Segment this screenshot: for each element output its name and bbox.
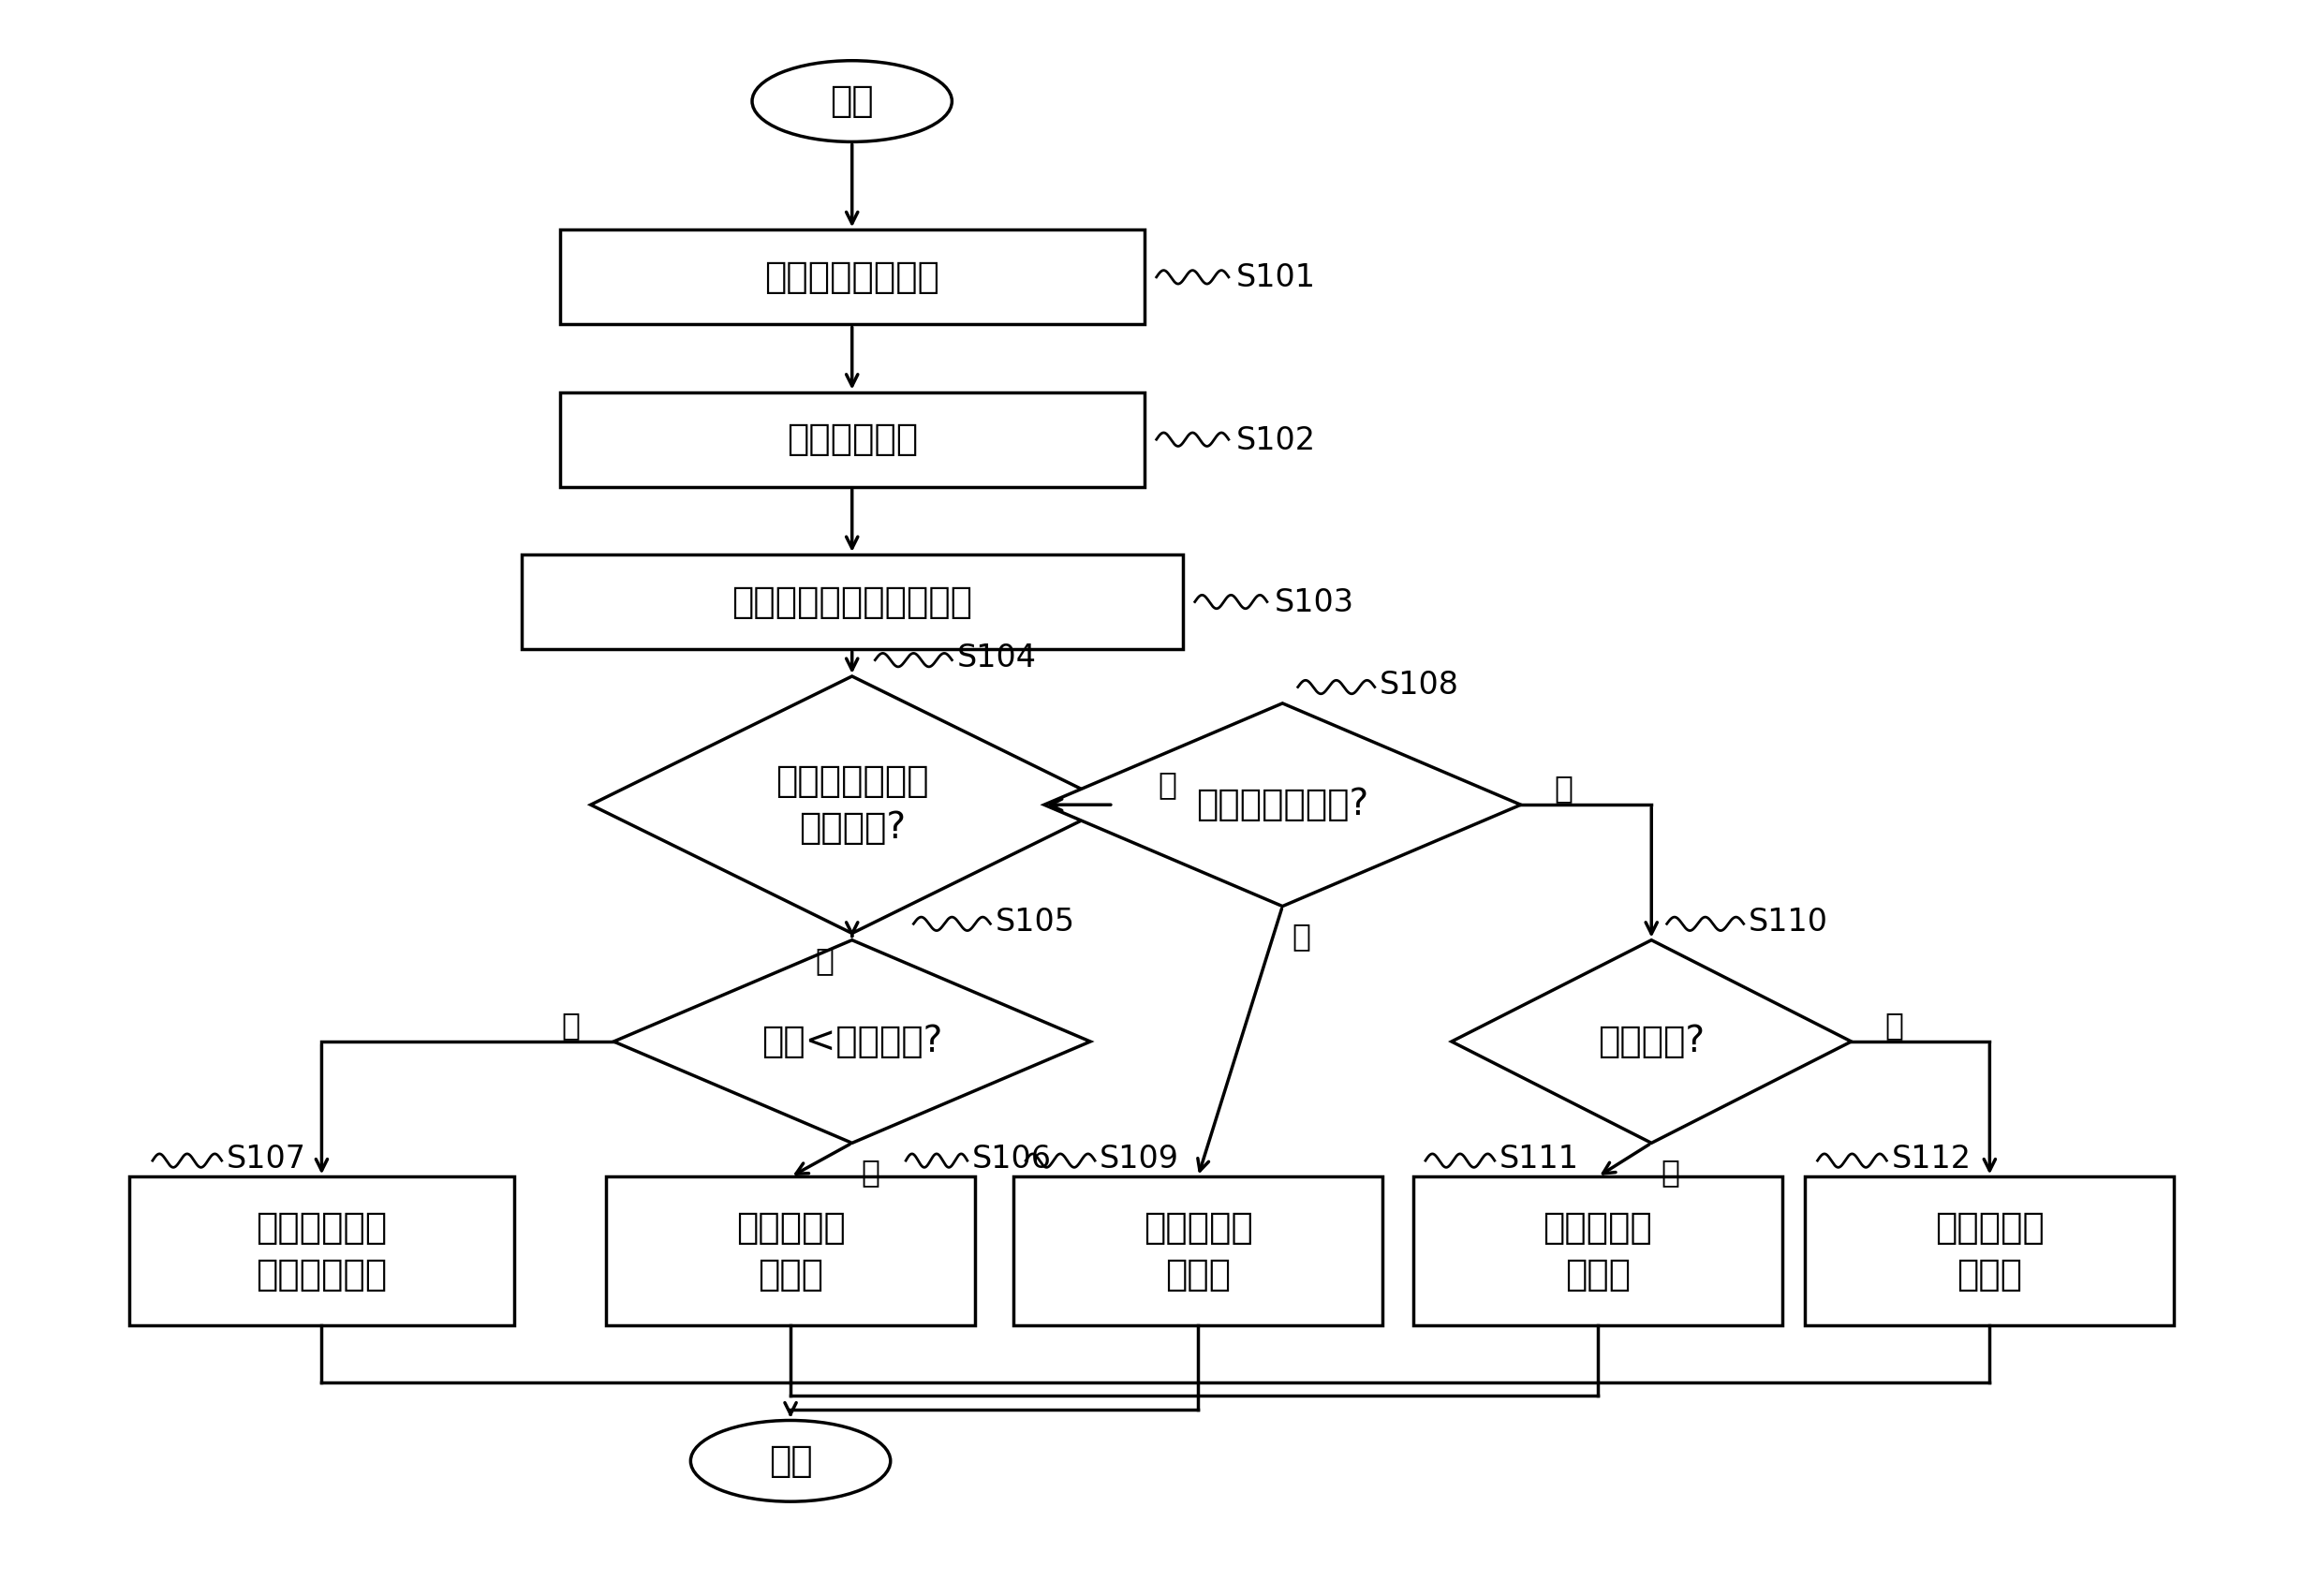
Text: 判定为稳定
的状态: 判定为稳定 的状态 xyxy=(735,1210,844,1293)
Bar xyxy=(130,1176,515,1326)
Text: 否: 否 xyxy=(1885,1010,1904,1041)
Bar xyxy=(559,230,1143,324)
Polygon shape xyxy=(1044,704,1521,907)
Polygon shape xyxy=(1452,940,1851,1143)
Text: 开始: 开始 xyxy=(830,83,874,120)
Bar xyxy=(1804,1176,2175,1326)
Bar xyxy=(559,393,1143,487)
Text: 提取脉搏信号: 提取脉搏信号 xyxy=(786,421,918,458)
Text: 否: 否 xyxy=(1554,772,1572,804)
Text: 正面感情?: 正面感情? xyxy=(1598,1023,1704,1060)
Bar xyxy=(1412,1176,1781,1326)
Bar xyxy=(605,1176,974,1326)
Text: S108: S108 xyxy=(1380,670,1459,701)
Text: 判定为是情绪
不能判定状态: 判定为是情绪 不能判定状态 xyxy=(255,1210,387,1293)
Text: 判定为感激
的状态: 判定为感激 的状态 xyxy=(1542,1210,1653,1293)
Text: 是: 是 xyxy=(1660,1157,1679,1189)
Text: 是: 是 xyxy=(1157,769,1176,800)
Text: S101: S101 xyxy=(1236,262,1315,294)
Text: S110: S110 xyxy=(1749,907,1827,937)
Text: 判定为惊讶
的状态: 判定为惊讶 的状态 xyxy=(1143,1210,1252,1293)
Text: 拍摄被测者的图像: 拍摄被测者的图像 xyxy=(765,259,939,295)
Text: 有规定值以上的
心率变动?: 有规定值以上的 心率变动? xyxy=(775,763,928,846)
Text: S103: S103 xyxy=(1275,587,1354,618)
Text: 否: 否 xyxy=(814,945,835,975)
Text: S104: S104 xyxy=(955,643,1037,674)
Text: 心率<平均心率?: 心率<平均心率? xyxy=(761,1023,942,1060)
Text: S105: S105 xyxy=(995,907,1074,937)
Text: 结束: 结束 xyxy=(768,1443,812,1479)
Text: 是: 是 xyxy=(860,1157,879,1189)
Text: 心率变动仅一次?: 心率变动仅一次? xyxy=(1197,787,1368,822)
Text: S109: S109 xyxy=(1099,1143,1178,1175)
Ellipse shape xyxy=(751,61,953,142)
Polygon shape xyxy=(591,677,1113,934)
Text: S112: S112 xyxy=(1892,1143,1971,1175)
Polygon shape xyxy=(615,940,1090,1143)
Text: 是: 是 xyxy=(1292,921,1310,951)
Text: 否: 否 xyxy=(561,1010,580,1041)
Text: S102: S102 xyxy=(1236,425,1317,456)
Ellipse shape xyxy=(691,1420,890,1502)
Bar xyxy=(1013,1176,1382,1326)
Text: S106: S106 xyxy=(972,1143,1051,1175)
Text: S107: S107 xyxy=(227,1143,306,1175)
Text: 判定为愤怒
的状态: 判定为愤怒 的状态 xyxy=(1934,1210,2045,1293)
Bar xyxy=(522,554,1183,650)
Text: 计算最大李雅普诺夫指数: 计算最大李雅普诺夫指数 xyxy=(730,584,972,619)
Text: S111: S111 xyxy=(1500,1143,1579,1175)
